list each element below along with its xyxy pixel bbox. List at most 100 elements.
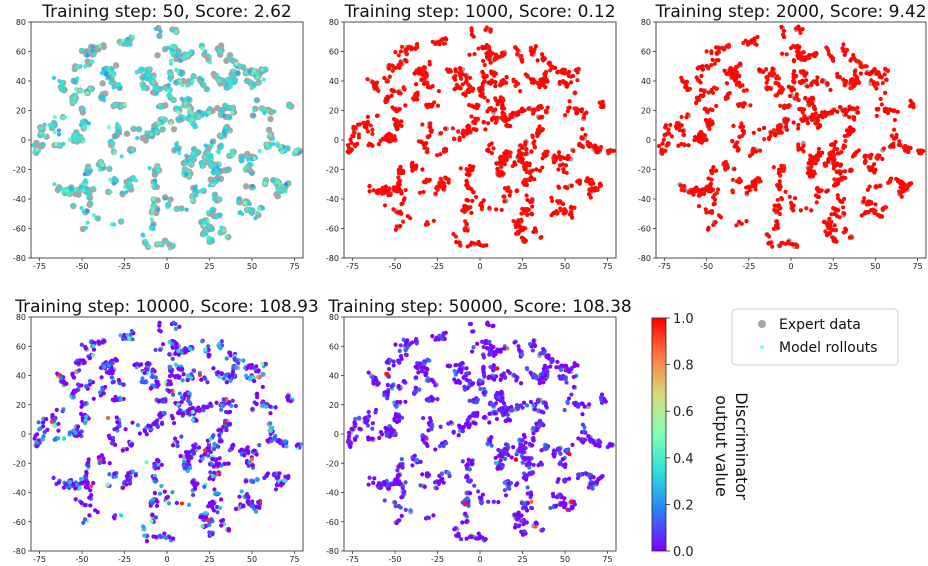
model-point — [505, 188, 510, 193]
model-point — [543, 110, 549, 115]
model-point — [450, 126, 455, 131]
model-point — [680, 78, 685, 84]
model-point — [682, 143, 687, 148]
model-point — [350, 133, 355, 138]
model-point — [488, 60, 493, 65]
model-point — [241, 65, 247, 70]
model-point — [452, 137, 457, 142]
model-point — [480, 44, 485, 49]
model-point — [779, 24, 784, 30]
model-point — [552, 153, 557, 158]
model-point — [68, 186, 73, 191]
model-point — [144, 68, 149, 73]
model-point — [433, 40, 438, 45]
model-point — [834, 181, 839, 186]
model-point — [39, 125, 44, 131]
model-point — [899, 179, 904, 184]
model-point — [519, 235, 525, 240]
model-point — [895, 109, 900, 114]
model-point — [549, 195, 554, 200]
model-point — [531, 78, 536, 84]
model-point — [222, 113, 227, 118]
model-point — [535, 80, 540, 85]
model-point — [250, 211, 255, 216]
model-point — [773, 223, 779, 228]
model-point — [374, 113, 380, 118]
model-point — [249, 157, 254, 162]
model-point — [812, 171, 817, 176]
model-point — [214, 400, 219, 405]
model-point — [669, 134, 674, 139]
model-point — [457, 137, 462, 143]
model-point — [495, 55, 500, 60]
model-point — [119, 154, 124, 159]
model-point — [193, 122, 198, 127]
model-point — [528, 45, 533, 50]
model-point — [152, 463, 157, 468]
model-point — [880, 206, 885, 212]
model-point — [217, 161, 223, 167]
model-point — [230, 445, 235, 450]
model-point — [258, 374, 263, 380]
model-point — [152, 85, 157, 90]
model-point — [101, 460, 107, 465]
model-point — [217, 505, 223, 511]
model-point — [265, 438, 270, 443]
model-point — [227, 153, 233, 158]
model-point — [427, 59, 432, 64]
model-point — [600, 99, 605, 104]
model-point — [144, 460, 149, 465]
model-point — [567, 212, 573, 217]
model-point — [106, 124, 111, 130]
model-point — [765, 232, 770, 237]
model-point — [471, 119, 476, 125]
model-point — [790, 241, 795, 247]
model-point — [428, 121, 433, 126]
model-point — [467, 167, 472, 173]
y-tick-label: -60 — [326, 225, 339, 234]
model-point — [784, 124, 789, 129]
model-point — [818, 113, 823, 118]
model-point — [714, 86, 719, 91]
model-point — [107, 139, 112, 144]
model-point — [792, 68, 797, 74]
model-point — [798, 30, 803, 36]
model-point — [834, 169, 839, 174]
model-point — [179, 96, 184, 101]
model-point — [730, 177, 736, 182]
model-point — [828, 87, 833, 93]
model-point — [60, 409, 65, 414]
model-point — [489, 107, 494, 112]
model-point — [224, 235, 230, 240]
model-point — [871, 207, 876, 212]
model-point — [802, 114, 807, 119]
model-point — [251, 107, 257, 113]
model-point — [839, 162, 844, 167]
model-point — [798, 53, 803, 58]
model-point — [816, 194, 821, 199]
model-point — [489, 150, 495, 156]
model-point — [813, 121, 818, 126]
model-point — [224, 167, 230, 172]
model-point — [713, 220, 718, 225]
model-point — [827, 216, 832, 221]
model-point — [734, 82, 739, 87]
model-point — [892, 117, 898, 123]
model-point — [568, 80, 574, 85]
model-point — [723, 167, 728, 172]
model-point — [249, 86, 254, 91]
model-point — [390, 63, 395, 68]
model-point — [706, 225, 711, 230]
model-point — [762, 125, 767, 131]
model-point — [662, 133, 667, 138]
y-tick-label: -60 — [638, 225, 651, 234]
model-point — [791, 44, 796, 49]
model-point — [660, 141, 665, 146]
model-point — [273, 487, 279, 492]
model-point — [531, 50, 536, 55]
model-point — [823, 229, 828, 234]
model-point — [255, 71, 260, 77]
model-point — [139, 66, 144, 72]
x-tick-label: -25 — [118, 262, 131, 271]
model-point — [792, 196, 798, 201]
